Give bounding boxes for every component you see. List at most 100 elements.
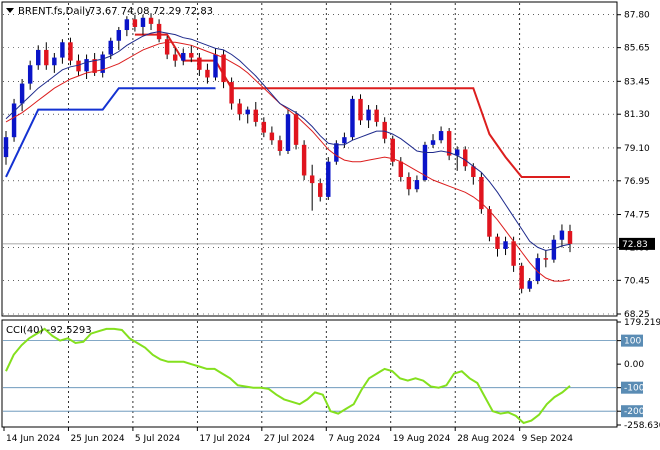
candle-body	[3, 137, 9, 158]
candle-body	[406, 176, 412, 190]
symbol-dropdown-icon[interactable]	[6, 8, 14, 13]
candle-body	[519, 265, 524, 289]
price-pane[interactable]	[1, 1, 618, 317]
candle-body	[382, 121, 387, 139]
candle-body	[277, 140, 283, 151]
candle-body	[309, 175, 315, 184]
candle-body	[19, 83, 25, 104]
candle-body	[237, 103, 242, 115]
candle-body	[567, 231, 573, 244]
candle-body	[100, 54, 105, 73]
candle-body	[446, 131, 452, 156]
candle-body	[116, 30, 122, 41]
candle-body	[342, 137, 347, 144]
cci-level-badge	[621, 334, 643, 347]
cci-label: CCI(40) -92.5293	[6, 325, 92, 336]
candle-body	[551, 239, 557, 260]
cci-tick-label: -258.630	[624, 421, 660, 431]
time-label: 19 Aug 2024	[393, 434, 451, 444]
candle-body	[495, 236, 500, 249]
cci-tick-label: 0.00	[624, 360, 644, 370]
candle-body	[350, 98, 355, 138]
candle-body	[92, 59, 97, 73]
cci-axis: 179.2199 100 0.00 -100 -200 -258.630	[617, 318, 660, 431]
candle-body	[285, 114, 291, 151]
candle-body	[398, 161, 404, 177]
candle-body	[511, 241, 516, 266]
cci-tick-label: 100	[624, 337, 641, 347]
price-tick-label: 85.65	[624, 44, 650, 54]
candle-body	[471, 166, 476, 177]
candle-body	[76, 60, 81, 72]
candle-body	[164, 39, 170, 55]
candle-body	[422, 144, 428, 181]
ohlc-readout: 73.67 74.08 72.29 72.83	[89, 6, 213, 17]
cci-pane[interactable]	[1, 319, 618, 428]
candle-body	[108, 40, 113, 55]
cci-grid	[3, 321, 616, 426]
candle-body	[454, 149, 460, 156]
candle-body	[44, 49, 49, 66]
candle-body	[205, 69, 210, 78]
price-axis: 87.8085.6583.4581.3079.1076.9574.7572.60…	[617, 11, 655, 320]
candle-body	[27, 65, 33, 84]
moving-averages	[5, 31, 571, 282]
candle-body	[559, 230, 565, 240]
cci-level-badge	[621, 405, 643, 418]
time-label: 9 Sep 2024	[522, 434, 574, 444]
time-label: 17 Jul 2024	[199, 434, 250, 444]
candle-body	[253, 109, 258, 122]
candle-body	[221, 54, 226, 83]
candle-body	[334, 143, 339, 162]
candle-body	[430, 140, 436, 145]
time-label: 28 Aug 2024	[457, 434, 515, 444]
cci-tick-label: -200	[624, 407, 645, 417]
price-tick-label: 87.80	[624, 11, 650, 21]
candle-body	[132, 19, 138, 27]
candle-body	[197, 57, 202, 70]
price-tick-label: 79.10	[624, 144, 650, 154]
cci-tick-label: -100	[624, 384, 645, 394]
price-tick-label: 81.30	[624, 110, 650, 120]
time-axis: 14 Jun 2024 25 Jun 2024 5 Jul 2024 17 Jul 2…	[3, 427, 574, 444]
ma-fast-line	[5, 31, 571, 252]
candle-body	[358, 98, 363, 121]
candle-body	[479, 176, 484, 210]
candle-body	[60, 42, 65, 58]
candle-body	[390, 138, 395, 162]
ma-slow-line	[5, 41, 571, 282]
candle-body	[189, 52, 194, 58]
cci-line	[5, 327, 571, 425]
candle-body	[68, 42, 73, 61]
candle-body	[11, 103, 17, 138]
candle-body	[245, 109, 250, 115]
price-tick-label: 76.95	[624, 177, 650, 187]
candle-body	[172, 54, 178, 61]
cci-level-badge	[621, 381, 643, 394]
symbol-label: BRENT.fs,Daily	[18, 6, 91, 17]
candle-body	[229, 82, 234, 104]
candle-body	[318, 183, 323, 197]
cci-series	[5, 327, 571, 425]
candle-body	[52, 57, 57, 66]
candle-body	[527, 281, 532, 289]
candle-body	[543, 258, 549, 260]
candle-body	[213, 54, 218, 78]
candle-body	[36, 49, 41, 66]
candle-body	[374, 109, 379, 122]
candle-body	[463, 149, 468, 167]
price-tick-label: 74.75	[624, 210, 650, 220]
candle-body	[293, 114, 299, 145]
candle-body	[414, 180, 420, 190]
candle-body	[181, 52, 186, 61]
candle-body	[487, 209, 492, 237]
time-label: 5 Jul 2024	[135, 434, 180, 444]
candle-body	[269, 132, 275, 141]
price-tick-label: 83.45	[624, 77, 650, 87]
candle-body	[140, 17, 146, 27]
price-tick-label: 70.45	[624, 276, 650, 286]
current-price-badge	[619, 237, 655, 250]
time-label: 25 Jun 2024	[70, 434, 124, 444]
current-price-label: 72.83	[622, 240, 648, 250]
